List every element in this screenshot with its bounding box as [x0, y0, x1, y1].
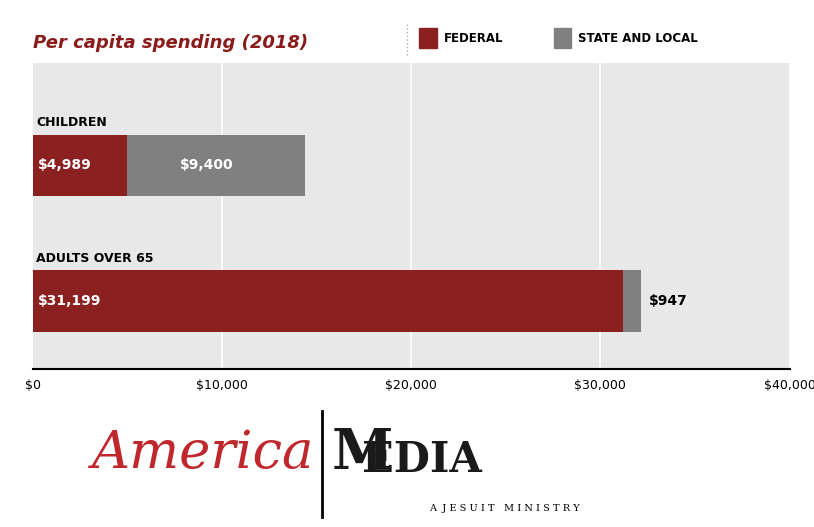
Text: A  J E S U I T   M I N I S T R Y: A J E S U I T M I N I S T R Y [429, 503, 580, 513]
Text: $947: $947 [649, 294, 687, 308]
Bar [623, 270, 641, 331]
Text: America: America [91, 428, 313, 479]
Text: M: M [332, 426, 394, 481]
Text: EDIA: EDIA [362, 439, 482, 481]
Text: ADULTS OVER 65: ADULTS OVER 65 [37, 252, 154, 265]
Bar [33, 270, 623, 331]
Text: STATE AND LOCAL: STATE AND LOCAL [578, 32, 698, 45]
Text: $31,199: $31,199 [38, 294, 102, 308]
Text: CHILDREN: CHILDREN [37, 116, 107, 129]
Text: FEDERAL: FEDERAL [444, 32, 503, 45]
Text: $4,989: $4,989 [38, 158, 92, 172]
Text: $9,400: $9,400 [180, 158, 234, 172]
Bar [127, 134, 305, 196]
Bar [33, 134, 127, 196]
Text: Per capita spending (2018): Per capita spending (2018) [33, 34, 308, 52]
